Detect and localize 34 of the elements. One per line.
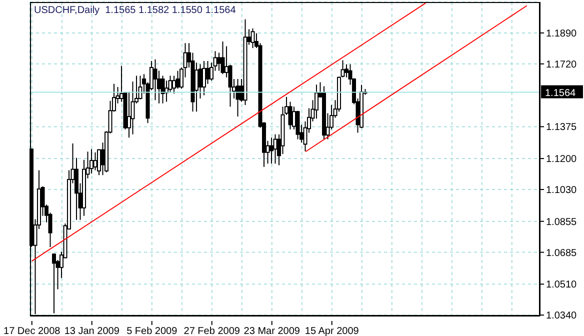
candlestick (52, 252, 56, 314)
candlestick (138, 75, 142, 100)
x-tick-label: 15 Apr 2009 (304, 326, 360, 336)
y-tick-label: 1.1890 (546, 28, 578, 40)
candlestick (288, 101, 292, 130)
chart-title: USDCHF,Daily 1.1565 1.1582 1.1550 1.1564 (34, 5, 236, 16)
x-tick-label: 17 Dec 2008 (4, 326, 61, 336)
candlestick (217, 52, 221, 72)
candlestick (273, 134, 278, 164)
candlestick (172, 75, 176, 94)
candlestick (176, 70, 180, 90)
x-tick-label: 5 Feb 2009 (126, 326, 178, 336)
candlestick (314, 84, 318, 120)
y-tick-label: 1.0340 (546, 310, 578, 322)
y-tick-label: 1.1200 (546, 154, 578, 166)
candlestick (202, 60, 206, 96)
y-tick-label: 1.0855 (546, 216, 578, 228)
candlestick (296, 110, 300, 140)
candlestick (153, 58, 158, 101)
y-tick-label: 1.1030 (546, 185, 578, 196)
x-tick-label: 27 Feb 2009 (184, 326, 240, 336)
y-tick-label: 1.0510 (546, 280, 578, 291)
candlestick (220, 41, 225, 75)
x-tick-label: 23 Mar 2009 (244, 326, 300, 336)
candlestick (93, 152, 98, 171)
y-tick-label: 1.0685 (546, 248, 578, 259)
candlestick (160, 75, 165, 104)
ref-line-label: 1.1564 (545, 88, 576, 99)
candlestick (194, 62, 198, 112)
y-tick-label: 1.1720 (546, 59, 578, 70)
candlestick (250, 28, 255, 49)
candlestick (270, 137, 274, 164)
y-tick-label: 1.1375 (546, 122, 578, 134)
x-tick-label: 13 Jan 2009 (64, 326, 120, 336)
